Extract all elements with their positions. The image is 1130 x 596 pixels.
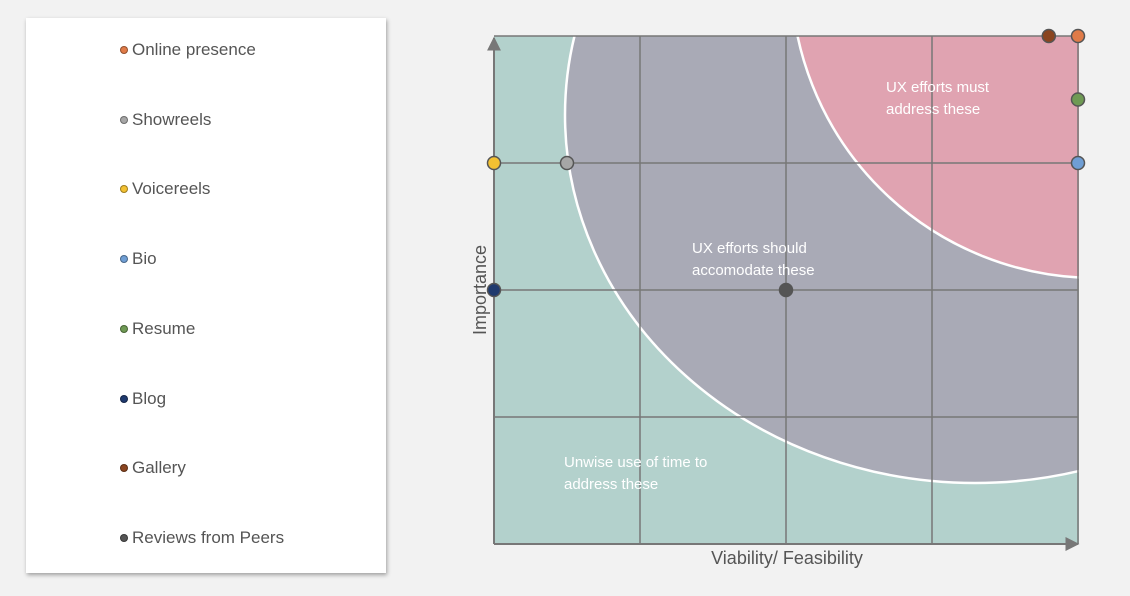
- legend-item: Online presence: [120, 40, 256, 60]
- legend-marker-icon: [120, 255, 128, 264]
- legend-item: Reviews from Peers: [120, 528, 284, 548]
- zone-label-medium: UX efforts should accomodate these: [692, 240, 815, 279]
- legend-marker-icon: [120, 185, 128, 194]
- legend-marker-icon: [120, 464, 128, 473]
- legend-marker-icon: [120, 115, 128, 124]
- data-point-online-presence: [1070, 28, 1086, 44]
- legend-label: Showreels: [132, 109, 212, 129]
- legend-label: Voicereels: [132, 179, 211, 199]
- y-axis-label: Importance: [470, 245, 490, 335]
- data-point-reviews-from-peers: [778, 282, 794, 298]
- legend-label: Reviews from Peers: [132, 527, 285, 547]
- data-point-blog: [486, 282, 502, 298]
- zone-label-line: UX efforts must: [886, 79, 990, 96]
- legend-label: Blog: [132, 388, 167, 408]
- zone-label-line: UX efforts should: [692, 240, 807, 257]
- priority-chart: Unwise use of time to address these UX ef…: [470, 28, 1086, 568]
- data-point-bio: [1070, 155, 1086, 171]
- zone-label-low: Unwise use of time to address these: [564, 454, 707, 493]
- data-points: [486, 28, 1086, 298]
- x-axis-label: Viability/ Feasibility: [711, 548, 863, 568]
- data-point-resume: [1070, 92, 1086, 107]
- legend-marker-icon: [120, 394, 128, 403]
- data-point-gallery: [1041, 28, 1057, 44]
- legend-label: Gallery: [132, 458, 186, 478]
- zone-label-line: address these: [886, 101, 980, 118]
- legend-marker-icon: [120, 46, 128, 54]
- legend-item: Voicereels: [120, 179, 210, 199]
- legend-label: Bio: [132, 249, 157, 269]
- data-point-voicereels: [486, 155, 502, 171]
- legend-item: Gallery: [120, 458, 186, 478]
- zone-label-high: UX efforts must address these: [886, 79, 990, 118]
- legend-panel: Online presence Showreels Voicereels Bio Res…: [26, 18, 386, 573]
- legend-item: Showreels: [120, 110, 211, 130]
- zone-label-line: accomodate these: [692, 262, 815, 279]
- legend-marker-icon: [120, 324, 128, 333]
- legend-item: Resume: [120, 319, 195, 339]
- zone-label-line: address these: [564, 476, 658, 493]
- zone-high-area: [796, 36, 1079, 279]
- legend-item: Blog: [120, 389, 166, 409]
- legend-label: Online presence: [132, 40, 256, 59]
- data-point-showreels: [559, 155, 575, 171]
- legend-marker-icon: [120, 533, 128, 542]
- grid: [494, 35, 1079, 544]
- zone-label-line: Unwise use of time to: [564, 454, 707, 471]
- legend-item: Bio: [120, 249, 157, 269]
- legend-label: Resume: [132, 318, 196, 338]
